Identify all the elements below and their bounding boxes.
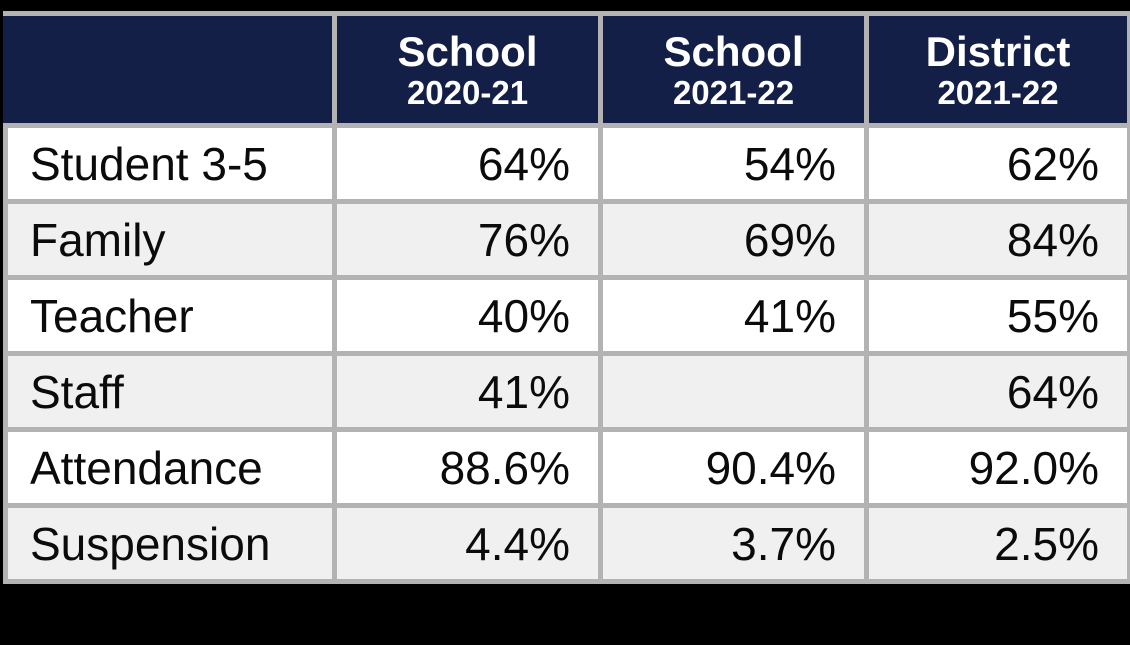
cell-value: 64% <box>332 123 603 204</box>
cell-value: 2.5% <box>864 503 1130 584</box>
row-label: Teacher <box>3 275 337 356</box>
row-label: Student 3-5 <box>3 123 337 204</box>
table-row-student-3-5: Student 3-5 64% 54% 62% <box>3 123 1130 204</box>
cell-value: 40% <box>332 275 603 356</box>
col-header-subtitle: 2020-21 <box>406 74 529 112</box>
cell-value: 41% <box>332 351 603 432</box>
col-header-district-2021-22: District 2021-22 <box>864 11 1130 128</box>
row-label: Suspension <box>3 503 337 584</box>
table-row-family: Family 76% 69% 84% <box>3 199 1130 280</box>
cell-value: 55% <box>864 275 1130 356</box>
cell-value: 64% <box>864 351 1130 432</box>
cell-value: 90.4% <box>598 427 869 508</box>
table-row-suspension: Suspension 4.4% 3.7% 2.5% <box>3 503 1130 584</box>
cell-value: 76% <box>332 199 603 280</box>
col-header-title: School <box>397 28 538 76</box>
table-row-staff: Staff 41% 64% <box>3 351 1130 432</box>
row-label: Staff <box>3 351 337 432</box>
cell-value: 69% <box>598 199 869 280</box>
cell-value: 88.6% <box>332 427 603 508</box>
cell-value-empty <box>598 351 869 432</box>
row-label: Family <box>3 199 337 280</box>
header-row: School 2020-21 School 2021-22 District 2… <box>3 11 1130 128</box>
row-label: Attendance <box>3 427 337 508</box>
cell-value: 54% <box>598 123 869 204</box>
cell-value: 4.4% <box>332 503 603 584</box>
cell-value: 3.7% <box>598 503 869 584</box>
table-row-teacher: Teacher 40% 41% 55% <box>3 275 1130 356</box>
cell-value: 41% <box>598 275 869 356</box>
survey-metrics-table: School 2020-21 School 2021-22 District 2… <box>3 11 1130 584</box>
cell-value: 62% <box>864 123 1130 204</box>
col-header-subtitle: 2021-22 <box>937 74 1059 112</box>
cell-value: 84% <box>864 199 1130 280</box>
col-header-title: District <box>925 28 1071 76</box>
cell-value: 92.0% <box>864 427 1130 508</box>
corner-cell <box>3 11 337 128</box>
col-header-subtitle: 2021-22 <box>672 74 795 112</box>
table-row-attendance: Attendance 88.6% 90.4% 92.0% <box>3 427 1130 508</box>
col-header-school-2020-21: School 2020-21 <box>332 11 603 128</box>
col-header-school-2021-22: School 2021-22 <box>598 11 869 128</box>
col-header-title: School <box>663 28 804 76</box>
